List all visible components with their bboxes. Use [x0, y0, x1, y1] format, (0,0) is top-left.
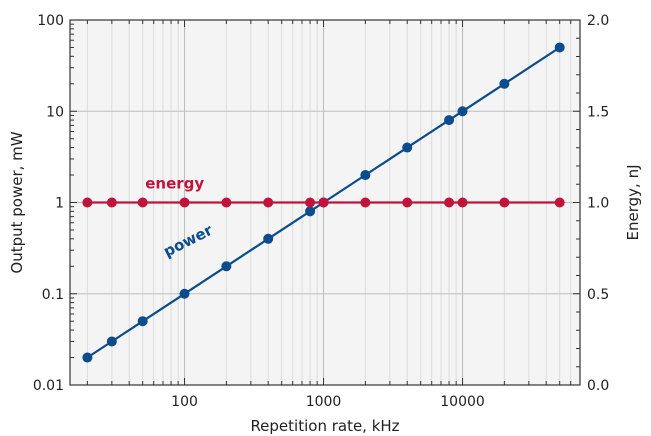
y-tick-label: 0.01	[33, 378, 64, 394]
power-data-point	[106, 336, 117, 347]
series-layer	[82, 42, 565, 363]
y2-axis-title: Energy, nJ	[624, 165, 642, 241]
y2-tick-label: 2.0	[587, 13, 609, 29]
y2-tick-label: 0.0	[587, 378, 609, 394]
energy-data-point	[82, 197, 93, 208]
energy-series-label: energy	[145, 175, 204, 193]
tick-labels: 100 1000 10000 0.01 0.1 1 10 100 0.0 0.5 1.0 1.5 2.0	[33, 13, 609, 410]
energy-data-point	[221, 197, 232, 208]
y2-tick-label: 1.5	[587, 104, 609, 120]
energy-data-point	[106, 197, 117, 208]
power-data-point	[305, 206, 316, 217]
energy-data-point	[179, 197, 190, 208]
energy-data-point	[318, 197, 329, 208]
energy-data-point	[360, 197, 371, 208]
x-tick-label: 1000	[306, 394, 342, 410]
power-data-point	[263, 233, 274, 244]
y-axis-title: Output power, mW	[8, 131, 26, 273]
energy-data-point	[402, 197, 413, 208]
y-tick-label: 100	[37, 13, 64, 29]
power-data-point	[179, 288, 190, 299]
energy-data-point	[305, 197, 316, 208]
y-tick-label: 10	[46, 104, 64, 120]
x-axis-title: Repetition rate, kHz	[250, 417, 399, 435]
power-data-point	[221, 261, 232, 272]
power-data-point	[444, 115, 455, 126]
x-tick-label: 10000	[440, 394, 485, 410]
y2-tick-label: 0.5	[587, 287, 609, 303]
power-data-point	[499, 78, 510, 89]
energy-data-point	[554, 197, 565, 208]
y-tick-label: 1	[55, 196, 64, 212]
energy-data-point	[457, 197, 468, 208]
power-data-point	[82, 352, 93, 363]
y2-tick-label: 1.0	[587, 196, 609, 212]
power-data-point	[554, 42, 565, 53]
y-tick-label: 0.1	[42, 287, 64, 303]
ticks	[70, 19, 581, 386]
power-data-point	[360, 170, 371, 181]
power-data-point	[402, 142, 413, 153]
energy-data-point	[263, 197, 274, 208]
power-data-point	[137, 316, 148, 327]
x-tick-label: 100	[171, 394, 198, 410]
energy-data-point	[137, 197, 148, 208]
energy-data-point	[499, 197, 510, 208]
power-data-point	[457, 106, 468, 117]
energy-data-point	[444, 197, 455, 208]
